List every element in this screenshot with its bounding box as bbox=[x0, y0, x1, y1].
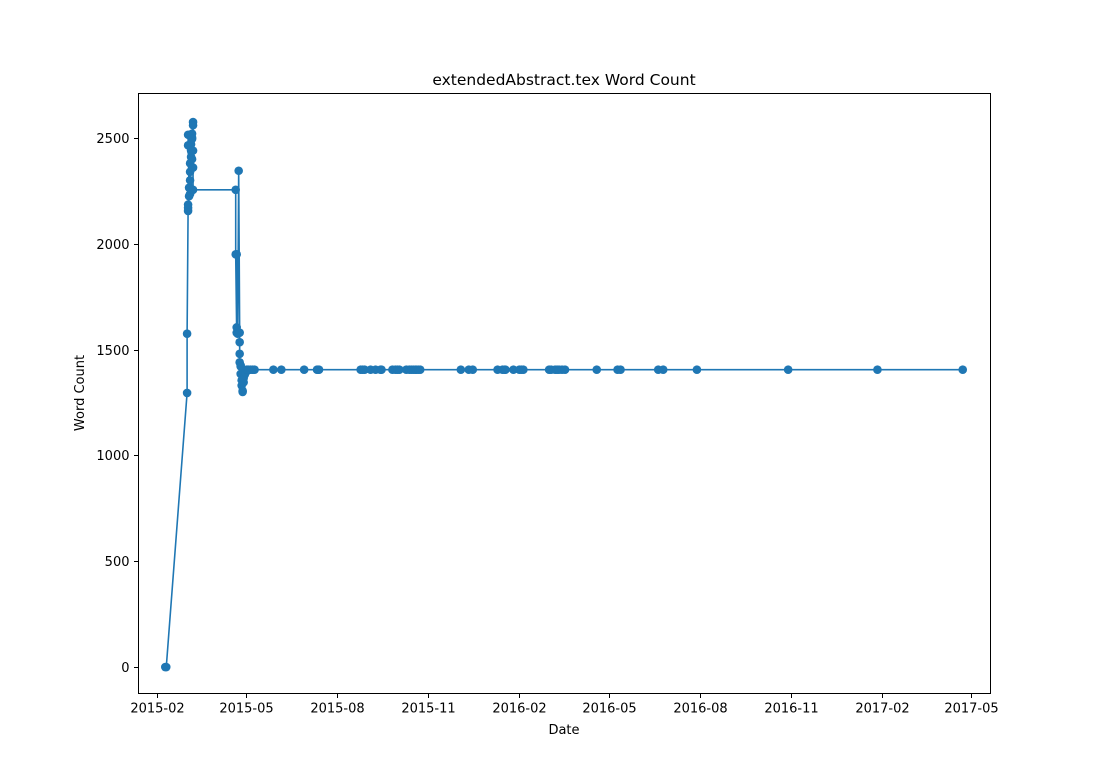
y-axis-label: Word Count bbox=[73, 355, 88, 431]
data-point bbox=[360, 365, 369, 374]
y-tick-label: 0 bbox=[121, 661, 129, 676]
x-axis-label: Date bbox=[548, 723, 579, 738]
data-point bbox=[377, 365, 386, 374]
data-point bbox=[187, 134, 197, 144]
x-tick-label: 2017-05 bbox=[944, 702, 998, 717]
data-point bbox=[395, 365, 404, 374]
data-point bbox=[873, 365, 882, 374]
data-point bbox=[235, 337, 244, 347]
y-tick-label: 1000 bbox=[96, 449, 129, 464]
data-point bbox=[314, 365, 324, 374]
data-point bbox=[182, 329, 192, 339]
data-point bbox=[519, 365, 528, 374]
data-point bbox=[299, 365, 309, 374]
data-point bbox=[232, 250, 241, 259]
x-tick-label: 2015-08 bbox=[310, 702, 364, 717]
data-point bbox=[234, 166, 243, 176]
y-tick-label: 2000 bbox=[96, 238, 129, 253]
data-point bbox=[188, 120, 198, 130]
x-tick-label: 2016-02 bbox=[492, 702, 546, 717]
data-point bbox=[501, 365, 510, 374]
x-tick-label: 2017-02 bbox=[855, 702, 909, 717]
data-point bbox=[616, 365, 625, 374]
x-tick-label: 2016-05 bbox=[582, 702, 636, 717]
data-point bbox=[188, 163, 198, 172]
data-point bbox=[188, 146, 198, 155]
data-point bbox=[560, 365, 570, 374]
x-tick-label: 2015-11 bbox=[401, 702, 455, 717]
data-point bbox=[183, 200, 193, 209]
data-point bbox=[161, 662, 171, 672]
data-point bbox=[182, 388, 192, 398]
data-point bbox=[468, 365, 478, 374]
plot-layer bbox=[160, 117, 968, 672]
data-point bbox=[509, 365, 518, 374]
data-point bbox=[269, 365, 278, 374]
data-point bbox=[238, 387, 247, 397]
data-point bbox=[188, 185, 198, 195]
data-point bbox=[235, 349, 244, 359]
data-point bbox=[958, 365, 968, 374]
axes-layer: 2015-02 2015-05 2015-08 2015-11 2016-02 2016-… bbox=[96, 132, 998, 717]
data-point bbox=[277, 365, 286, 374]
data-point bbox=[456, 365, 466, 374]
data-point bbox=[415, 365, 425, 374]
x-tick-label: 2015-05 bbox=[219, 702, 273, 717]
data-point bbox=[592, 365, 602, 374]
x-tick-label: 2016-08 bbox=[673, 702, 727, 717]
x-tick-label: 2015-02 bbox=[130, 702, 184, 717]
data-point bbox=[658, 365, 668, 374]
y-tick-label: 1500 bbox=[96, 344, 129, 359]
y-tick-label: 500 bbox=[105, 555, 130, 570]
plot-area-frame bbox=[138, 93, 991, 694]
data-point bbox=[692, 365, 702, 374]
y-tick-label: 2500 bbox=[96, 132, 129, 147]
data-point bbox=[783, 365, 793, 374]
chart-title: extendedAbstract.tex Word Count bbox=[432, 71, 695, 89]
x-tick-label: 2016-11 bbox=[764, 702, 818, 717]
data-point bbox=[185, 175, 195, 185]
data-point bbox=[231, 185, 240, 195]
data-point bbox=[187, 154, 197, 164]
data-point bbox=[250, 365, 259, 374]
data-point bbox=[235, 328, 244, 337]
